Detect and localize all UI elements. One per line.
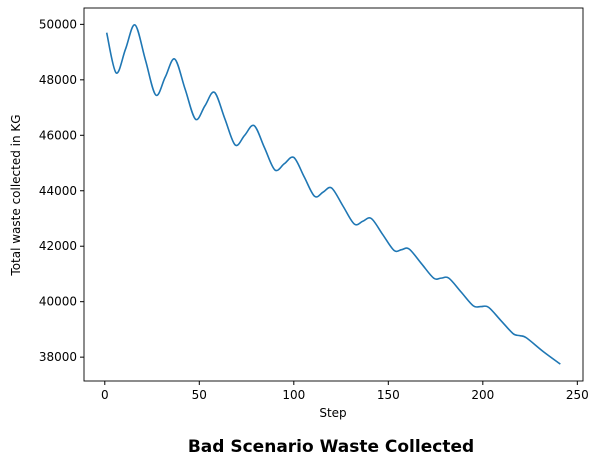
x-tick-label: 0: [101, 388, 109, 402]
x-tick-label: 50: [192, 388, 207, 402]
x-tick-label: 100: [282, 388, 305, 402]
y-tick-label: 50000: [39, 17, 77, 31]
y-tick-label: 46000: [39, 128, 77, 142]
x-tick-label: 200: [471, 388, 494, 402]
data-line: [105, 24, 561, 365]
x-tick-label: 150: [377, 388, 400, 402]
x-tick-label: 250: [566, 388, 589, 402]
y-tick-label: 42000: [39, 239, 77, 253]
y-tick-label: 48000: [39, 73, 77, 87]
y-axis-label: Total waste collected in KG: [9, 114, 23, 276]
y-tick-label: 38000: [39, 350, 77, 364]
chart-title: Bad Scenario Waste Collected: [188, 437, 474, 457]
y-tick-label: 40000: [39, 295, 77, 309]
y-tick-label: 44000: [39, 184, 77, 198]
plot-frame: [83, 7, 584, 382]
x-axis-label: Step: [319, 406, 346, 420]
